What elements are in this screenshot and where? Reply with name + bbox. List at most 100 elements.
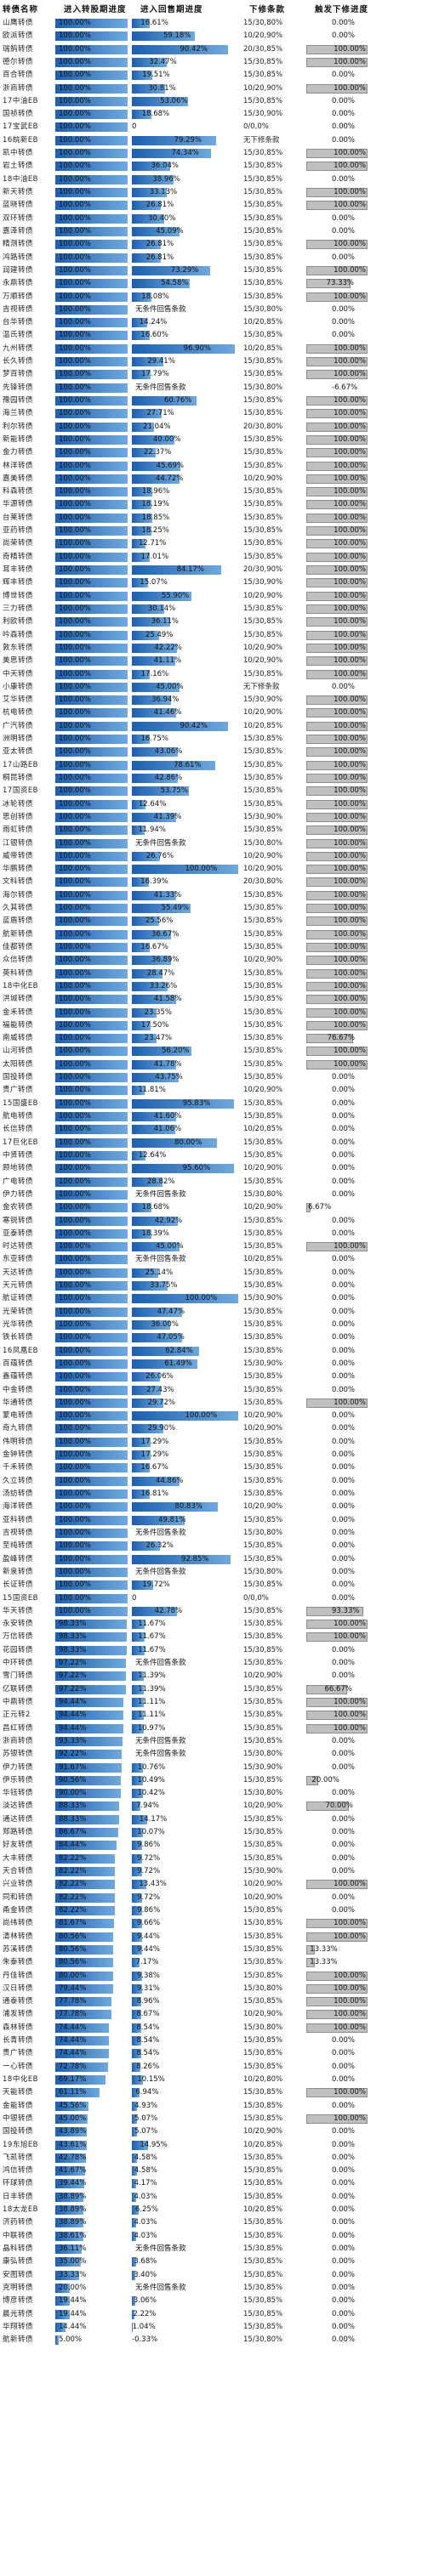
conversion-progress-label: 80.56%	[59, 1932, 87, 1941]
reset-trigger-label: 0.00%	[332, 2036, 356, 2045]
table-row: 长证转债 100.00% 19.72% 15/30,85% 0.00%	[0, 1579, 422, 1592]
reset-clause-cell: 15/30,85%	[243, 448, 283, 457]
putback-progress-label: 25.14%	[145, 1268, 174, 1277]
reset-trigger-label: 0.00%	[332, 1189, 356, 1199]
table-row: 文科转债 100.00% 16.39% 20/30,80% 100.00%	[0, 876, 422, 888]
conversion-progress-label: 100.00%	[59, 213, 91, 223]
conversion-progress-bar	[55, 1216, 128, 1226]
putback-progress-label: 9.44%	[136, 1932, 160, 1941]
putback-progress-bar	[132, 19, 150, 28]
putback-progress-bar	[132, 135, 217, 145]
putback-progress-bar	[132, 1307, 183, 1317]
table-row: 利尔转债 100.00% 21.04% 20/30,80% 100.00%	[0, 421, 422, 434]
putback-progress-label: 4.03%	[134, 2192, 157, 2201]
bond-name-cell: 浦发转债	[3, 2010, 34, 2019]
conversion-progress-bar	[55, 747, 128, 757]
reset-clause-cell: 15/30,85%	[243, 2036, 283, 2045]
bond-name-cell: 吟森转债	[3, 630, 34, 639]
putback-progress-bar	[132, 1385, 162, 1395]
conversion-progress-bar	[55, 1359, 128, 1369]
reset-clause-cell: 10/20,90%	[243, 83, 283, 93]
conversion-progress-label: 100.00%	[59, 1528, 91, 1537]
conversion-progress-bar	[55, 292, 128, 302]
putback-progress-bar	[132, 279, 191, 289]
bond-name-cell: 康弘转债	[3, 2257, 34, 2267]
conversion-progress-bar	[55, 1762, 122, 1773]
table-row: 晶科转债 36.11% 无条件回售条款 15/30,85% 0.00%	[0, 2243, 422, 2255]
putback-progress-label: 14.17%	[139, 1814, 168, 1824]
reset-clause-cell: 10/20,90%	[243, 1086, 283, 1095]
putback-progress-bar	[132, 2023, 141, 2033]
conversion-progress-bar	[55, 890, 128, 900]
conversion-progress-bar	[55, 2140, 88, 2150]
table-row: 森林转债 74.44% 8.54% 15/30,80% 100.00%	[0, 2022, 422, 2034]
reset-trigger-label: 0.00%	[332, 1437, 356, 1446]
putback-progress-bar	[132, 682, 180, 692]
putback-progress-label: 55.49%	[161, 904, 190, 913]
reset-trigger-label: 100.00%	[334, 526, 366, 536]
conversion-progress-label: 100.00%	[59, 773, 91, 782]
conversion-progress-label: 100.00%	[59, 1372, 91, 1382]
conversion-progress-bar	[55, 591, 128, 601]
bond-name-cell: 雨虹转债	[3, 826, 34, 835]
putback-progress-bar	[132, 604, 164, 614]
reset-trigger-label: 100.00%	[334, 513, 366, 522]
table-row: 豫园转债 100.00% 60.76% 15/30,85% 100.00%	[0, 394, 422, 407]
reset-trigger-label: 100.00%	[334, 865, 366, 874]
putback-progress-bar	[132, 2270, 136, 2280]
reset-clause-cell: 10/20,90%	[243, 656, 283, 666]
reset-clause-cell: 15/30,85%	[243, 1333, 283, 1342]
reset-clause-cell: 15/30,90%	[243, 110, 283, 119]
conversion-progress-label: 100.00%	[59, 318, 91, 327]
bond-name-cell: 光华转债	[3, 1320, 34, 1329]
conversion-progress-bar	[55, 669, 128, 679]
putback-progress-bar	[132, 1372, 160, 1382]
conversion-progress-bar	[55, 1372, 128, 1382]
reset-trigger-label: 100.00%	[334, 474, 366, 483]
conversion-progress-label: 100.00%	[59, 943, 91, 951]
putback-progress-bar	[132, 1228, 151, 1239]
conversion-progress-label: 100.00%	[59, 604, 91, 613]
putback-progress-label: 30.14%	[147, 604, 176, 613]
bond-name-cell: 同和转债	[3, 1892, 34, 1902]
putback-progress-bar	[132, 826, 145, 836]
conversion-progress-bar	[55, 1528, 128, 1538]
putback-progress-label: 11.11%	[137, 1697, 166, 1706]
putback-progress-label: 41.11%	[153, 656, 182, 666]
bond-name-cell: 冰轮转债	[3, 799, 34, 809]
bond-name-cell: 尚纬转债	[3, 1919, 34, 1928]
putback-progress-bar	[132, 643, 177, 653]
conversion-progress-bar	[55, 1047, 128, 1057]
reset-clause-cell: 15/30,80%	[243, 1189, 283, 1199]
putback-progress-label: 15.07%	[140, 578, 168, 587]
conversion-progress-label: 19.44%	[59, 2296, 87, 2306]
putback-progress-label: 无条件回售条款	[135, 1659, 186, 1668]
putback-progress-label: 84.17%	[176, 565, 205, 575]
reset-trigger-label: 100.00%	[334, 617, 366, 627]
conversion-progress-label: 100.00%	[59, 110, 91, 119]
putback-progress-bar	[132, 1164, 234, 1174]
table-row: 光华转债 100.00% 36.00% 15/30,85% 0.00%	[0, 1319, 422, 1331]
conversion-progress-label: 14.44%	[59, 2322, 87, 2331]
table-row: 亚药转债 100.00% 18.25% 15/30,85% 100.00%	[0, 525, 422, 537]
reset-clause-cell: 15/30,85%	[243, 292, 283, 301]
putback-progress-bar	[132, 1047, 192, 1057]
bond-name-cell: 广电转债	[3, 1177, 34, 1186]
reset-clause-cell: 15/30,85%	[243, 1307, 283, 1316]
putback-progress-label: 25.56%	[145, 916, 174, 926]
putback-progress-label: 16.60%	[140, 331, 168, 340]
reset-clause-cell: 15/30,85%	[243, 773, 283, 782]
reset-trigger-bar	[306, 1944, 315, 1955]
conversion-progress-bar	[55, 1983, 113, 1994]
reset-clause-cell: 15/30,85%	[243, 2049, 283, 2058]
reset-trigger-label: 0.00%	[332, 2257, 356, 2267]
reset-trigger-label: 0.00%	[332, 2218, 356, 2227]
conversion-progress-label: 100.00%	[59, 1255, 91, 1264]
reset-trigger-label: 100.00%	[334, 2023, 366, 2032]
reset-clause-cell: 15/30,85%	[243, 2283, 283, 2292]
conversion-progress-label: 92.22%	[59, 1750, 87, 1759]
reset-clause-cell: 15/30,85%	[243, 968, 283, 978]
bond-name-cell: 17国资EB	[3, 786, 39, 796]
putback-progress-bar	[132, 1346, 199, 1356]
bond-name-cell: 蒙电转债	[3, 1411, 34, 1421]
